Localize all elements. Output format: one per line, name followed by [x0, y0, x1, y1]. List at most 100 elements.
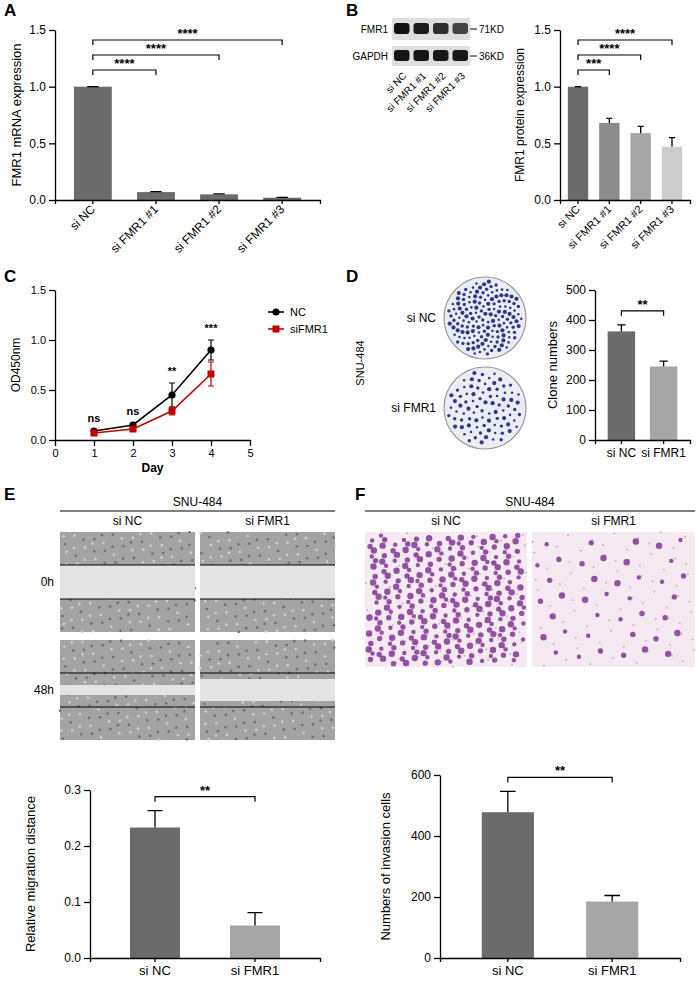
cell-dot: [589, 540, 594, 545]
cell-dot: [397, 621, 401, 625]
texture-dot: [175, 604, 178, 607]
colony-dot: [481, 373, 484, 376]
cell-dot: [639, 611, 644, 616]
texture-dot: [68, 701, 71, 704]
cell-dot: [485, 560, 489, 564]
colony-dot: [447, 414, 450, 417]
cell-dot: [544, 542, 548, 546]
plot-area: [568, 87, 682, 200]
x-tick: si NC: [555, 200, 583, 230]
y-tick: 1.5: [29, 23, 55, 37]
texture-dot: [264, 610, 267, 613]
cell-dot: [419, 582, 424, 587]
texture-dot: [265, 618, 268, 621]
texture-dot: [179, 539, 182, 542]
texture-dot: [187, 733, 190, 736]
texture-dot: [226, 734, 229, 737]
colony-dot: [494, 294, 498, 298]
texture-dot: [149, 647, 152, 650]
column-label: si FMR1: [245, 514, 290, 528]
colony-dot: [479, 431, 482, 434]
texture-dot: [239, 551, 242, 554]
colony-dot: [509, 307, 512, 310]
plot-area: [130, 811, 280, 958]
texture-dot: [76, 697, 79, 700]
texture-dot: [248, 542, 251, 545]
cell-dot: [457, 550, 463, 556]
cell-dot: [390, 548, 395, 553]
plot-area: [608, 325, 678, 440]
colony-dot: [507, 404, 510, 407]
x-axis-title: Day: [141, 461, 163, 475]
texture-dot: [304, 617, 307, 620]
pore-dot: [629, 586, 631, 588]
cell-dot: [522, 605, 526, 609]
y-tick-mark: [84, 902, 90, 903]
colony-dot: [449, 393, 453, 397]
texture-dot: [235, 725, 238, 728]
texture-dot: [90, 622, 93, 625]
texture-dot: [154, 703, 157, 706]
cell-dot: [483, 549, 488, 554]
y-axis-title: Relative migration distance: [23, 796, 38, 952]
cell-dot: [604, 592, 608, 596]
cell-dot: [444, 638, 450, 644]
colony-dot: [482, 305, 485, 308]
cell-dot: [446, 536, 451, 541]
texture-dot: [169, 650, 172, 653]
texture-dot: [187, 623, 190, 626]
pore-dot: [473, 633, 475, 635]
texture-dot: [63, 658, 66, 661]
texture-dot: [273, 724, 276, 727]
cell-dot: [382, 553, 387, 558]
cell-dot: [459, 561, 464, 566]
colony-dot: [515, 425, 518, 428]
cell-dot: [481, 539, 487, 545]
texture-dot: [297, 553, 300, 556]
colony-dot: [500, 424, 503, 427]
bar: [137, 192, 175, 200]
colony-dot: [473, 352, 476, 355]
pore-dot: [416, 645, 418, 647]
cell-dot: [516, 575, 520, 579]
x-tick-mark: [640, 200, 641, 204]
x-tick: si FMR1: [588, 958, 636, 978]
texture-dot: [84, 546, 87, 549]
pore-dot: [389, 587, 391, 589]
colony-dot: [453, 334, 456, 337]
cell-dot: [478, 648, 483, 653]
cell-dot: [379, 558, 385, 564]
y-axis-line: [55, 31, 56, 201]
texture-dot: [290, 712, 293, 715]
texture-dot: [122, 668, 125, 671]
y-tick-mark: [589, 320, 595, 321]
colony-dot: [463, 433, 466, 436]
texture-dot: [333, 647, 336, 650]
texture-dot: [314, 663, 317, 666]
colony-dot: [453, 308, 456, 311]
cell-dot: [492, 544, 497, 549]
cell-dot: [503, 559, 509, 565]
cell-dot: [379, 533, 383, 537]
texture-dot: [189, 551, 192, 554]
colony-dot: [479, 351, 482, 354]
colony-dot: [481, 291, 484, 294]
colony-dot: [517, 324, 521, 328]
error-bar: [638, 126, 644, 133]
colony-dot: [486, 352, 489, 355]
colony-dot: [457, 291, 461, 295]
texture-dot: [111, 546, 114, 549]
cell-dot: [379, 646, 383, 650]
texture-dot: [185, 615, 188, 618]
cell-dot: [515, 549, 520, 554]
pore-dot: [660, 531, 662, 533]
texture-dot: [219, 658, 222, 661]
texture-dot: [273, 737, 276, 740]
cell-dot: [494, 555, 498, 559]
colony-dot: [516, 400, 520, 404]
y-tick-label: 0.5: [534, 137, 551, 151]
pore-dot: [599, 641, 601, 643]
texture-dot: [152, 662, 155, 665]
pore-dot: [612, 657, 614, 659]
pore-dot: [468, 568, 470, 570]
